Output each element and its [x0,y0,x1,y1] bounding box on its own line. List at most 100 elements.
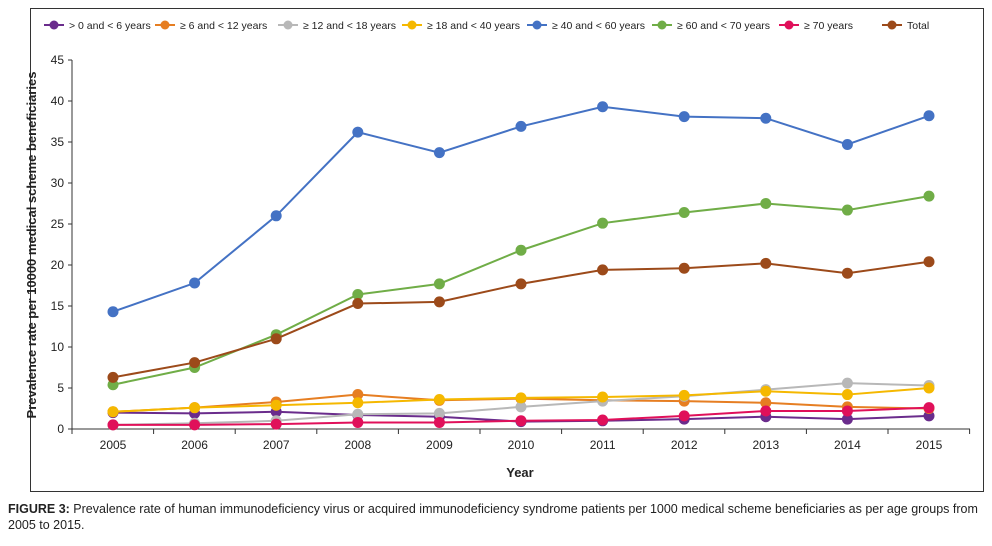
legend-swatch-marker [784,20,794,30]
data-point [270,210,282,222]
data-point [270,333,282,345]
series-5 [107,190,935,391]
data-point [270,418,282,430]
data-point [433,393,445,405]
legend-swatch-marker [160,20,170,30]
y-tick-label: 15 [51,299,65,313]
data-point [270,399,282,411]
y-tick-label: 5 [57,381,64,395]
legend-label: ≥ 6 and < 12 years [180,20,267,32]
legend-swatch-marker [49,20,59,30]
data-point [107,419,119,431]
data-point [189,402,201,414]
data-point [515,120,527,132]
data-point [760,257,772,269]
legend-item: Total [882,20,929,32]
data-point [678,207,690,219]
series-line [112,195,930,386]
data-point [760,397,772,409]
x-tick-label: 2011 [590,438,616,452]
legend-swatch-marker [283,20,293,30]
x-axis-label: Year [506,465,533,480]
y-tick-label: 35 [51,135,65,149]
legend-label: ≥ 60 and < 70 years [677,20,770,32]
legend-swatch-marker [657,20,667,30]
data-point [107,306,119,318]
line-chart: > 0 and < 6 years ≥ 6 and < 12 years ≥ 12 … [24,20,971,480]
legend-item: ≥ 6 and < 12 years [155,20,267,32]
y-tick-label: 10 [51,340,65,354]
legend-item: ≥ 12 and < 18 years [278,20,396,32]
data-point [107,406,119,418]
x-tick-label: 2013 [752,438,779,452]
y-tick-label: 25 [51,217,65,231]
x-tick-label: 2015 [916,438,943,452]
data-point [923,382,935,394]
legend-swatch-marker [887,20,897,30]
data-point [352,397,364,409]
y-tick-label: 20 [51,258,65,272]
y-axis-label: Prevalence rate per 10000 medical scheme… [24,72,39,419]
series-7 [107,256,935,383]
series-4 [107,101,935,318]
y-tick-label: 45 [51,53,65,67]
caption-text: Prevalence rate of human immunodeficienc… [8,502,978,532]
data-point [841,138,853,150]
data-point [515,244,527,256]
legend-swatch-marker [532,20,542,30]
data-point [107,371,119,383]
x-tick-label: 2010 [508,438,535,452]
legend-label: ≥ 12 and < 18 years [303,20,396,32]
legend-item: ≥ 18 and < 40 years [402,20,520,32]
data-point [515,401,527,413]
data-point [597,264,609,276]
y-tick-label: 30 [51,176,65,190]
legend-item: ≥ 60 and < 70 years [652,20,770,32]
data-point [515,278,527,290]
caption-label: FIGURE 3: [8,502,70,516]
data-point [352,289,364,301]
data-point [841,204,853,216]
data-point [841,389,853,401]
data-point [923,402,935,414]
legend-item: ≥ 70 years [779,20,853,32]
series-3 [107,382,935,418]
x-tick-label: 2005 [100,438,127,452]
data-point [841,413,853,425]
legend-item: > 0 and < 6 years [44,20,151,32]
x-tick-label: 2014 [834,438,861,452]
x-tick-label: 2006 [181,438,208,452]
y-tick-label: 40 [51,94,65,108]
data-point [678,111,690,123]
data-point [433,407,445,419]
y-tick-label: 0 [57,422,64,436]
data-point [841,405,853,417]
data-point [597,217,609,229]
data-point [923,190,935,202]
x-tick-label: 2009 [426,438,453,452]
data-point [841,267,853,279]
series-group [107,101,935,431]
data-point [515,415,527,427]
legend-swatch-marker [407,20,417,30]
x-tick-label: 2008 [344,438,371,452]
axes: 0 5 10 15 20 25 30 35 40 45 2005 2006 2007 2008 2009 20… [51,53,971,452]
data-point [760,385,772,397]
legend-label: ≥ 40 and < 60 years [552,20,645,32]
chart-frame [30,8,984,492]
data-point [189,357,201,369]
series-6 [107,402,935,431]
data-point [433,278,445,290]
legend-label: ≥ 18 and < 40 years [427,20,520,32]
data-point [597,101,609,113]
data-point [189,277,201,289]
data-point [352,298,364,310]
data-point [923,110,935,122]
data-point [433,416,445,428]
x-tick-label: 2012 [671,438,698,452]
data-point [433,296,445,308]
data-point [760,198,772,209]
x-tick-label: 2007 [263,438,290,452]
data-point [678,389,690,401]
data-point [352,408,364,420]
